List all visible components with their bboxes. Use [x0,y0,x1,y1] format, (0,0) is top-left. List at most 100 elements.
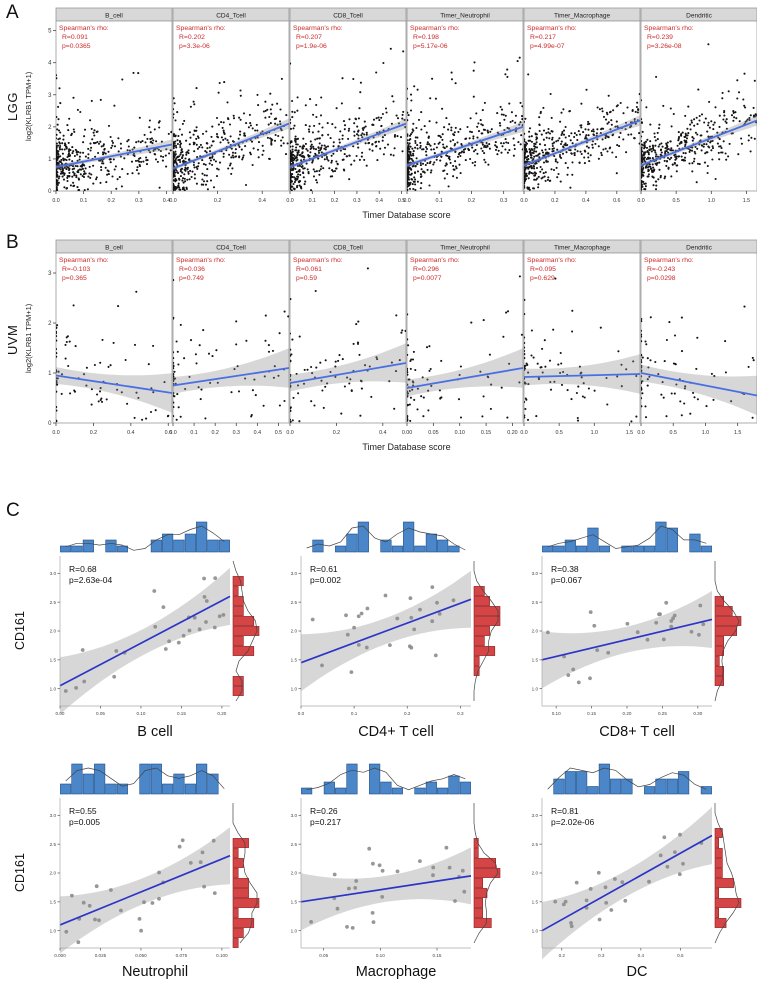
x-tick-label: 0.1 [190,430,197,436]
panel-label-c: C [6,500,20,521]
c-plot-macrophage: 0.05 0.10 0.15 1.0 1.5 2.0 2.5 3.0 R=0.26 p=0.217 [283,760,509,962]
r-value: R=0.095 [530,266,556,273]
right-histogram [473,838,501,928]
x-tick-label: 0.1 [80,198,87,204]
y-tick-label: 2.5 [50,600,57,605]
right-histogram [714,828,742,928]
y-tick-label: 5 [48,29,52,35]
c-plot-cd8-t-cell: 0.10 0.15 0.20 0.25 0.30 1.0 1.5 2.0 2.5 3.0 R=0.3… [524,518,750,720]
x-tick-label: 0.3 [233,430,240,436]
x-tick-label: 0.000 [54,953,66,958]
marginal-scatter-plot: 0.2 0.3 0.4 0.5 1.0 1.5 2.0 2.5 3.0 R=0.81p=2.02e… [532,763,742,960]
c-plot-cd4-t-cell: 0.0 0.1 0.2 0.3 1.0 1.5 2.0 2.5 3.0 R=0.61 p=0.002 [283,518,509,720]
x-tick-label: 0.0 [169,430,176,436]
facet-header-label: CD8_Tcell [333,13,363,20]
regression-line [56,374,172,394]
p-value: p=0.217 [310,817,341,827]
spearman-label: Spearman's rho: [644,257,694,264]
y-tick-label: 1.0 [50,686,57,691]
x-tick-label: 0.05 [428,430,438,436]
marginal-scatter-plot: 0.10 0.15 0.20 0.25 0.30 1.0 1.5 2.0 2.5 3.0 R=0.3… [532,521,742,716]
facet-header-label: CD4_Tcell [216,245,246,252]
y-tick-label: 3.0 [291,813,298,818]
c-plot-b-cell: 0.00 0.05 0.10 0.15 0.20 1.0 1.5 2.0 2.5 3.0 R=0.6… [42,518,268,720]
top-density-curve [65,525,225,551]
x-tick-label: 0.15 [433,953,442,958]
r-value: R=0.296 [413,266,439,273]
spearman-label: Spearman's rho: [410,257,460,264]
right-histogram [232,838,260,948]
plot-layers [407,56,523,191]
marginal-scatter-plot: 0.00 0.05 0.10 0.15 0.20 1.0 1.5 2.0 2.5 3.0 R=0.6… [50,521,260,716]
scatter-points [309,845,467,930]
x-tick-label: 0.2 [468,198,475,204]
r-value: R=0.061 [296,266,322,273]
plot-panel [55,252,173,424]
scatter-points [64,838,217,945]
facet-header-label: Dendritic [686,245,712,252]
scatter-points [524,277,638,423]
regression-line [56,143,172,168]
y-tick-label: 1.5 [532,657,539,662]
top-histogram [312,521,460,553]
x-tick-label: 0.4 [127,430,134,436]
x-tick-label: 0.2 [90,430,97,436]
x-tick-label: 0.2 [559,953,566,958]
x-tick-label: 0.3 [135,198,142,204]
x-tick-label: 0.5 [677,953,684,958]
x-tick-label: 0.0 [286,198,293,204]
scatter-points [56,290,170,423]
spearman-label: Spearman's rho: [293,257,343,264]
top-density-curve [547,767,707,790]
y-tick-label: 1.5 [50,657,57,662]
right-density-curve [232,803,258,944]
x-tick-label: 0.10 [455,430,465,436]
x-tick-label: 0.30 [693,711,702,716]
top-histogram [301,763,471,795]
spearman-label: Spearman's rho: [176,25,226,32]
marginal-scatter-plot: 0.05 0.10 0.15 1.0 1.5 2.0 2.5 3.0 R=0.26p=0.217 [291,763,501,958]
x-tick-label: 0.15 [481,430,491,436]
spearman-label: Spearman's rho: [293,25,343,32]
top-density-curve [306,767,466,791]
right-density-curve [714,803,740,944]
y-tick-label: 2.0 [50,871,57,876]
x-tick-label: 0.4 [376,198,383,204]
y-axis-label-c-row2: CD161 [13,853,27,892]
c-title-neutrophil: Neutrophil [121,964,189,980]
x-tick-label: 0.2 [333,430,340,436]
y-tick-label: 2.5 [291,600,298,605]
regression-line [524,373,640,378]
right-density-curve [473,561,499,701]
p-value: p=0.005 [69,817,100,827]
r-value: R=0.239 [647,34,673,41]
x-tick-label: 0.3 [353,198,360,204]
facet-header-label: Timer_Macrophage [554,245,611,252]
facet-header-label: CD4_Tcell [216,13,246,20]
facet-header-label: B_cell [105,13,123,20]
p-value: p=0.59 [296,275,317,282]
plot-layers [407,275,523,422]
x-tick-label: 0.5 [670,430,677,436]
y-tick-label: 1.0 [532,686,539,691]
r-value: R=0.26 [310,806,338,816]
right-histogram [232,576,260,696]
plot-panel [406,252,524,424]
spearman-label: Spearman's rho: [59,25,109,32]
regression-line [407,367,523,389]
y-tick-label: 3.0 [291,571,298,576]
p-value: p=0.067 [551,575,582,585]
spearman-label: Spearman's rho: [59,257,109,264]
r-value: R=0.207 [296,34,322,41]
regression-line [173,367,289,387]
regression-line [173,122,289,170]
regression-line [59,595,231,687]
x-tick-label: 0.15 [177,711,186,716]
y-axis-label-a: log2(KLRB1 TPM+1) [24,71,33,141]
y-tick-label: 1.0 [532,928,539,933]
x-tick-label: 0.4 [163,198,170,204]
plot-panel [289,20,407,192]
x-tick-label: 0.2 [108,198,115,204]
